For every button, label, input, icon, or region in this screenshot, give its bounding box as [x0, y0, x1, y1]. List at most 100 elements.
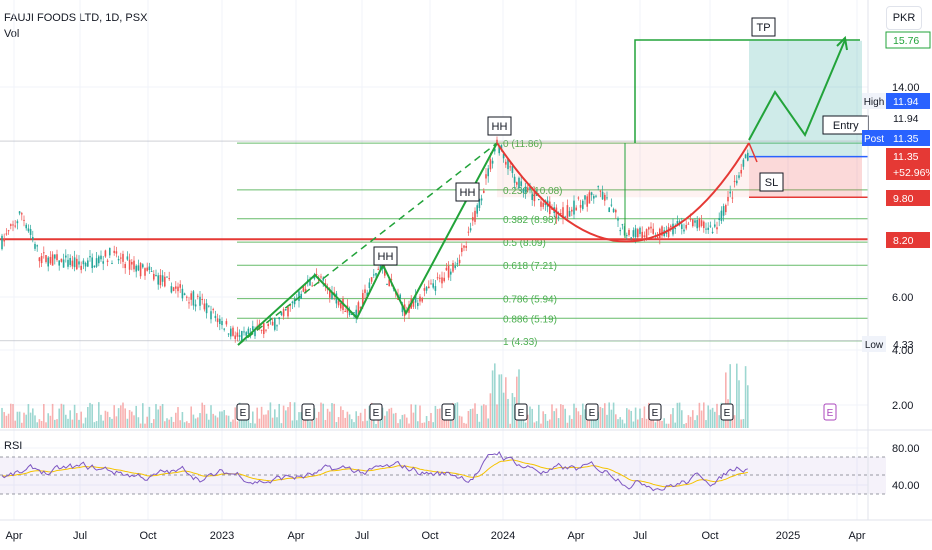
volume-bar [276, 417, 278, 428]
candle-body [707, 227, 709, 230]
candle-body [441, 277, 443, 284]
candle-body [340, 302, 342, 309]
candle-body [568, 210, 571, 217]
candle-body [439, 277, 441, 279]
volume-bar [104, 410, 107, 428]
candle-body [192, 291, 195, 306]
volume-bar [170, 416, 173, 428]
volume-bar [397, 423, 399, 428]
volume-bar [164, 421, 166, 428]
volume-bar [56, 419, 58, 428]
candle-body [348, 311, 351, 315]
volume-bar [342, 410, 344, 428]
volume-bar [560, 404, 562, 428]
candle-body [676, 221, 679, 226]
rsi-tick: 80.00 [892, 443, 920, 455]
annotation-box [373, 246, 398, 266]
candle-body [150, 270, 153, 272]
volume-bar [258, 418, 261, 428]
candle-body [276, 325, 278, 327]
volume-indicator-label[interactable]: Vol [4, 28, 20, 40]
candle-body [115, 251, 118, 254]
candle-body [430, 283, 432, 285]
candle-body [714, 224, 716, 227]
annotation-box [751, 17, 776, 37]
time-tick: Apr [5, 530, 22, 542]
volume-bar [414, 404, 417, 428]
volume-bar [335, 422, 338, 428]
candle-body [91, 257, 93, 269]
candle-body [357, 302, 360, 315]
price-label: 11.35 [893, 151, 919, 163]
volume-bar [298, 412, 300, 428]
volume-bar [601, 408, 604, 428]
volume-bar [346, 411, 349, 428]
volume-bar [628, 409, 630, 428]
candle-body [729, 191, 731, 194]
earnings-marker [720, 403, 734, 421]
volume-bar [280, 423, 283, 428]
candle-body [472, 217, 474, 221]
currency-button[interactable]: PKR [886, 6, 922, 30]
price-label: 8.20 [893, 235, 914, 247]
candle-body [571, 209, 573, 212]
volume-bar [423, 422, 426, 428]
volume-bar [287, 407, 289, 428]
price-label: 9.80 [893, 193, 914, 205]
candle-body [463, 245, 465, 248]
volume-bar [474, 403, 476, 428]
candle-body [500, 145, 503, 151]
candle-body [7, 230, 10, 232]
volume-bar [661, 420, 663, 428]
price-tag: Post [864, 134, 884, 145]
candle-body [604, 194, 606, 201]
volume-bar [711, 407, 714, 428]
volume-bar [25, 414, 27, 428]
volume-bar [399, 419, 401, 428]
candle-body [364, 289, 366, 293]
volume-bar [192, 414, 195, 428]
candle-body [282, 309, 285, 317]
candle-body [747, 152, 749, 161]
volume-bar [456, 402, 459, 428]
candle-body [120, 257, 122, 259]
earnings-marker-label: E [652, 408, 659, 419]
candle-body [291, 301, 294, 304]
candle-body [709, 225, 712, 227]
volume-bar [619, 417, 621, 428]
candle-body [736, 180, 738, 184]
candle-body [260, 329, 263, 331]
earnings-marker [441, 403, 455, 421]
volume-bar [542, 411, 544, 428]
candle-body [531, 194, 533, 200]
volume-bar [89, 402, 91, 428]
volume-bar [267, 410, 269, 428]
candle-body [742, 159, 745, 167]
candle-body [731, 197, 734, 199]
candle-body [683, 229, 685, 232]
candle-body [157, 275, 159, 285]
volume-bar [557, 418, 560, 428]
price-axis: 14.00 6.00 4.00 2.00 80.00 40.00 15.76 11.94 Hig… [862, 0, 932, 520]
candle-body [399, 294, 401, 300]
candle-body [227, 333, 230, 335]
candle-body [419, 296, 421, 302]
candle-body [21, 213, 23, 215]
candle-body [656, 236, 659, 239]
candle-body [375, 272, 377, 276]
volume-bar [157, 409, 159, 428]
candle-body [322, 277, 324, 281]
volume-bar [692, 410, 694, 428]
earnings-marker-label: E [445, 408, 452, 419]
candle-body [703, 221, 705, 229]
candle-body [436, 277, 439, 279]
candle-body [137, 265, 140, 271]
price-label-box [886, 190, 930, 206]
candle-body [520, 181, 522, 186]
cup-zone [497, 141, 749, 198]
candle-body [76, 258, 78, 270]
volume-bar [637, 419, 639, 428]
volume-bar [467, 410, 470, 428]
candle-body [621, 224, 624, 226]
